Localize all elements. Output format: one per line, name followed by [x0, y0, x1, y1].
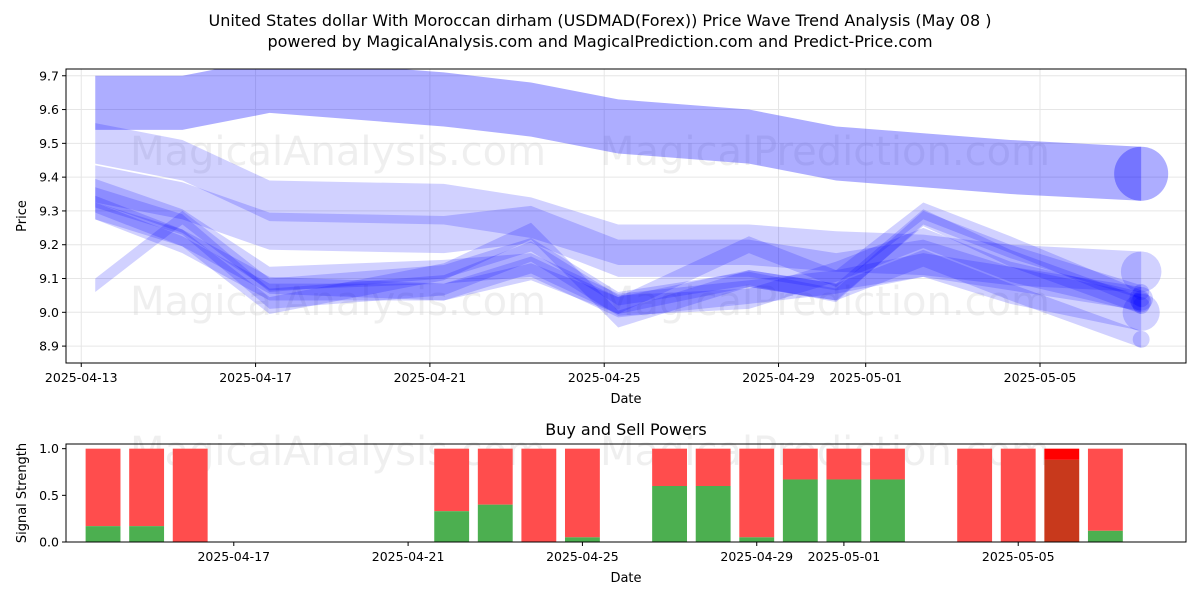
- price-xtick-label: 2025-04-29: [742, 370, 815, 385]
- price-xtick-label: 2025-04-25: [568, 370, 641, 385]
- price-xtick-label: 2025-05-05: [1004, 370, 1077, 385]
- sell-bar: [129, 448, 165, 527]
- price-xtick-label: 2025-05-01: [829, 370, 902, 385]
- signal-xtick-label: 2025-05-01: [808, 549, 881, 564]
- price-band-end: [1132, 297, 1150, 314]
- price-ytick-label: 9.0: [39, 305, 59, 320]
- signal-xtick-label: 2025-04-21: [372, 549, 445, 564]
- price-ytick-label: 8.9: [39, 339, 59, 354]
- signal-xtick-label: 2025-04-17: [197, 549, 270, 564]
- price-panel: MagicalAnalysis.com MagicalPrediction.com…: [15, 68, 1187, 407]
- sell-bar: [85, 448, 121, 527]
- sell-bar: [1087, 448, 1123, 531]
- buy-bar: [695, 486, 731, 542]
- price-band: [95, 69, 1142, 201]
- signal-xtick-label: 2025-04-29: [720, 549, 793, 564]
- price-axes-frame: [65, 68, 1187, 364]
- price-band-end: [1120, 251, 1162, 293]
- buy-bar: [652, 486, 688, 542]
- price-band: [95, 187, 1142, 316]
- sell-bar: [782, 448, 818, 480]
- price-band-end: [1129, 286, 1153, 311]
- buy-bar: [782, 479, 818, 542]
- sell-bar: [172, 448, 208, 542]
- price-xlabel: Date: [610, 392, 641, 407]
- sell-bar: [1000, 448, 1036, 542]
- price-band: [95, 210, 1142, 306]
- price-ylabel: Price: [15, 200, 30, 232]
- sell-bar: [652, 448, 688, 486]
- price-ytick-label: 9.5: [39, 136, 59, 151]
- sell-bar: [695, 448, 731, 486]
- price-band-end: [1133, 284, 1150, 301]
- signal-ylabel: Signal Strength: [15, 443, 30, 543]
- buy-bar: [826, 479, 862, 542]
- price-band-end: [1132, 330, 1150, 348]
- price-band: [95, 195, 1142, 328]
- price-xtick-label: 2025-04-13: [45, 370, 118, 385]
- sell-bar: [434, 448, 470, 512]
- chart-subtitle: powered by MagicalAnalysis.com and Magic…: [267, 32, 932, 51]
- sell-bar: [739, 448, 775, 538]
- buy-bar: [1087, 530, 1123, 542]
- price-ytick-label: 9.1: [39, 271, 59, 286]
- buy-bar: [129, 526, 165, 542]
- price-ytick-label: 9.3: [39, 203, 59, 218]
- buy-bar: [85, 526, 121, 542]
- buy-bar: [739, 537, 775, 542]
- price-band-end: [1131, 292, 1152, 313]
- sell-bar: [1044, 448, 1080, 460]
- price-xtick-label: 2025-04-21: [394, 370, 467, 385]
- signal-xlabel: Date: [610, 571, 641, 586]
- price-xtick-label: 2025-04-17: [219, 370, 292, 385]
- signal-ytick-label: 1.0: [39, 441, 59, 456]
- sell-bar: [826, 448, 862, 480]
- sell-bar: [870, 448, 905, 480]
- price-band: [95, 202, 1142, 314]
- watermark-text: MagicalAnalysis.com: [130, 129, 546, 175]
- signal-xtick-label: 2025-05-05: [982, 549, 1055, 564]
- signal-ytick-label: 0.0: [39, 535, 59, 550]
- price-band: [95, 178, 1142, 318]
- signal-axes-frame: [65, 443, 1187, 543]
- price-ytick-label: 9.7: [39, 68, 59, 83]
- buy-bar: [477, 504, 513, 542]
- price-band-end: [1114, 146, 1169, 201]
- buy-bar: [1044, 459, 1080, 542]
- sell-bar: [521, 448, 557, 542]
- watermark-text: MagicalPrediction.com: [600, 279, 1050, 325]
- price-ytick-label: 9.6: [39, 102, 59, 117]
- price-bands: [95, 69, 1169, 348]
- buy-bar: [564, 537, 600, 542]
- price-band-end: [1132, 290, 1150, 308]
- price-ytick-label: 9.2: [39, 237, 59, 252]
- buy-bar: [870, 479, 905, 542]
- buy-bar: [434, 511, 470, 542]
- sell-bar: [477, 448, 513, 505]
- price-band: [95, 123, 1142, 293]
- signal-ytick-label: 0.5: [39, 488, 59, 503]
- sell-bar: [957, 448, 993, 542]
- signal-xtick-label: 2025-04-25: [546, 549, 619, 564]
- chart-title: United States dollar With Moroccan dirha…: [209, 11, 992, 30]
- sell-bar: [564, 448, 600, 538]
- price-band-end: [1122, 293, 1160, 331]
- price-band: [95, 165, 1142, 331]
- price-ytick-label: 9.4: [39, 170, 59, 185]
- signal-title: Buy and Sell Powers: [545, 420, 707, 439]
- watermark-text: MagicalAnalysis.com: [130, 279, 546, 325]
- watermark-text: MagicalPrediction.com: [600, 129, 1050, 175]
